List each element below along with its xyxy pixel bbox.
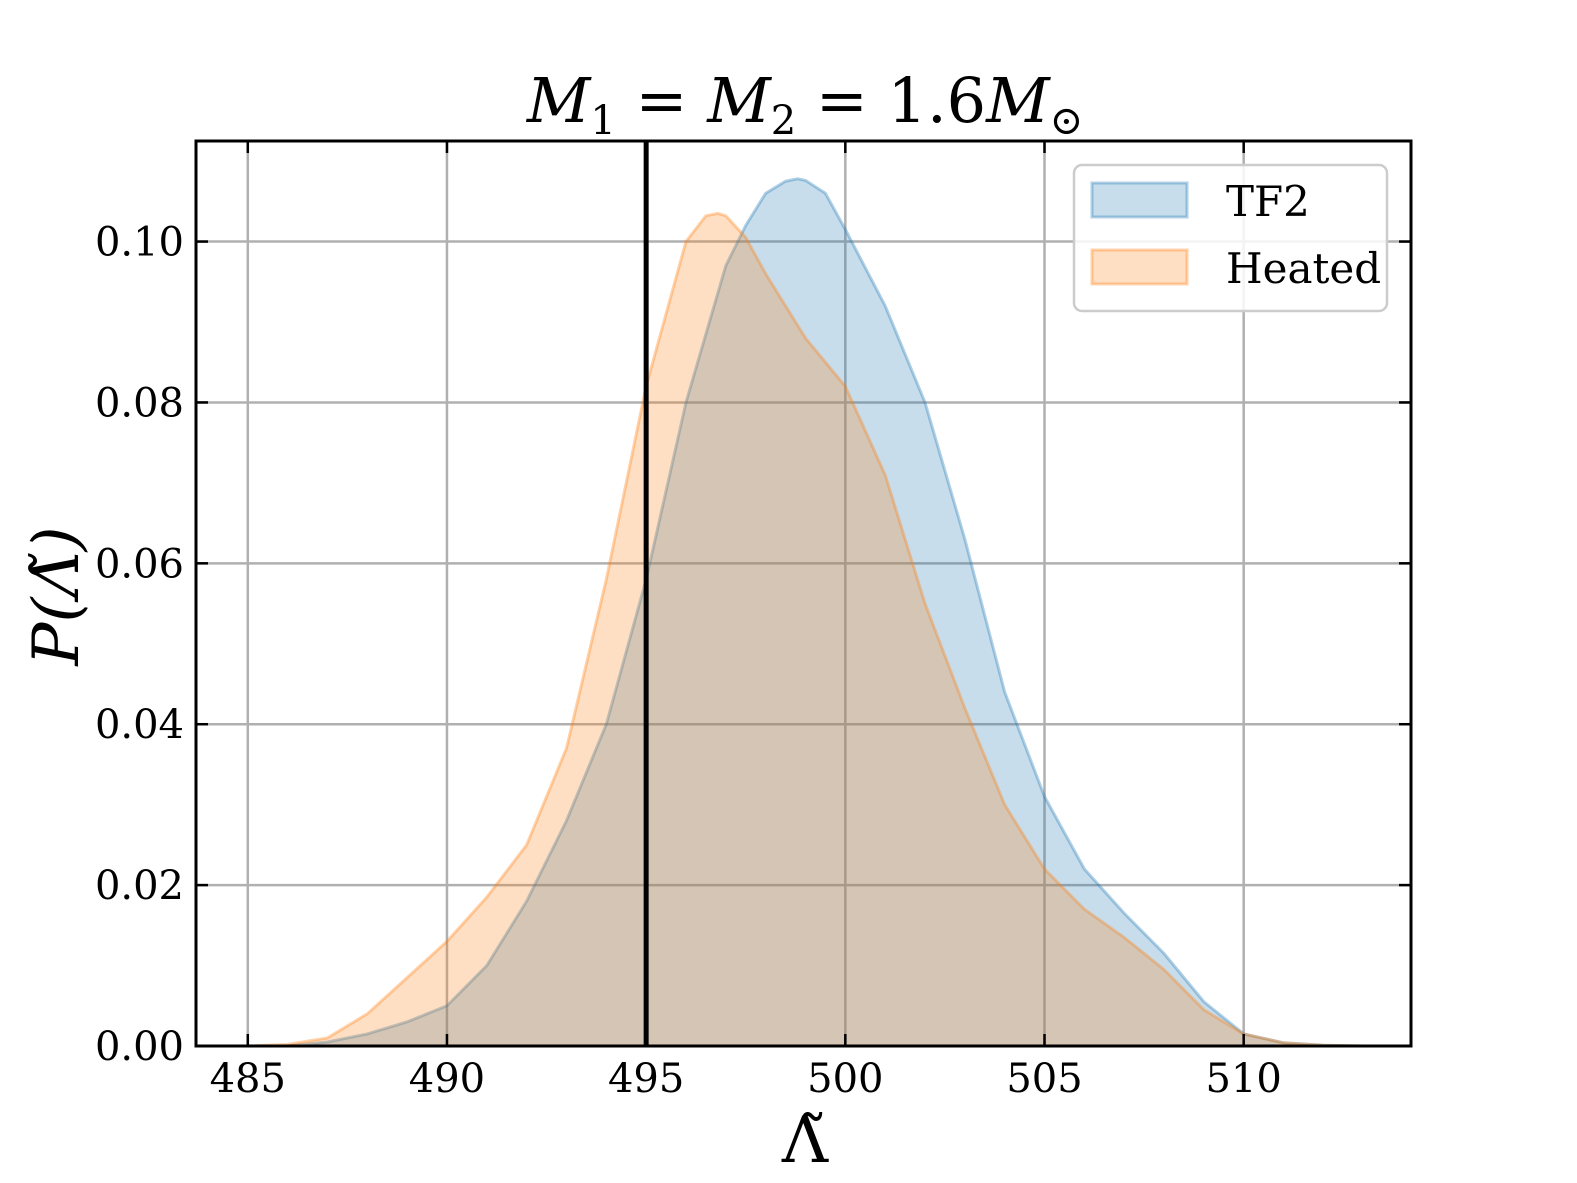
x-tick-label: 500	[807, 1056, 883, 1102]
y-tick-label: 0.02	[95, 863, 184, 909]
axes-frame	[194, 139, 1413, 1048]
plot-frame	[194, 139, 1413, 1048]
series-areas	[247, 177, 1364, 1048]
x-tick-label: 495	[608, 1056, 684, 1102]
legend-swatch-heated	[1090, 248, 1189, 286]
x-axis-label: Λ̃	[781, 1104, 829, 1178]
y-tick-label: 0.00	[95, 1024, 184, 1070]
x-tick-label: 490	[409, 1056, 485, 1102]
legend-swatch-tf2	[1090, 181, 1189, 219]
legend-label-heated: Heated	[1226, 244, 1381, 293]
y-tick-label: 0.10	[95, 220, 184, 266]
x-tick-label: 485	[210, 1056, 286, 1102]
y-tick-label: 0.08	[95, 380, 184, 426]
ticks: 485 490 495 500 505 510 0.00 0.02 0.04 0.06 0.08 0.…	[95, 141, 1411, 1102]
x-tick-label: 510	[1206, 1056, 1282, 1102]
y-axis-label: P(Λ̃)	[20, 526, 94, 666]
legend: TF2 Heated	[1072, 163, 1389, 313]
series-area-tf2	[287, 177, 1364, 1048]
x-tick-label: 505	[1006, 1056, 1082, 1102]
series-area-heated	[247, 211, 1364, 1048]
legend-label-tf2: TF2	[1226, 177, 1310, 226]
y-tick-label: 0.04	[95, 702, 184, 748]
y-tick-label: 0.06	[95, 541, 184, 587]
legend-box	[1072, 163, 1389, 313]
chart-title: M1 = M2 = 1.6M⊙	[526, 64, 1083, 144]
